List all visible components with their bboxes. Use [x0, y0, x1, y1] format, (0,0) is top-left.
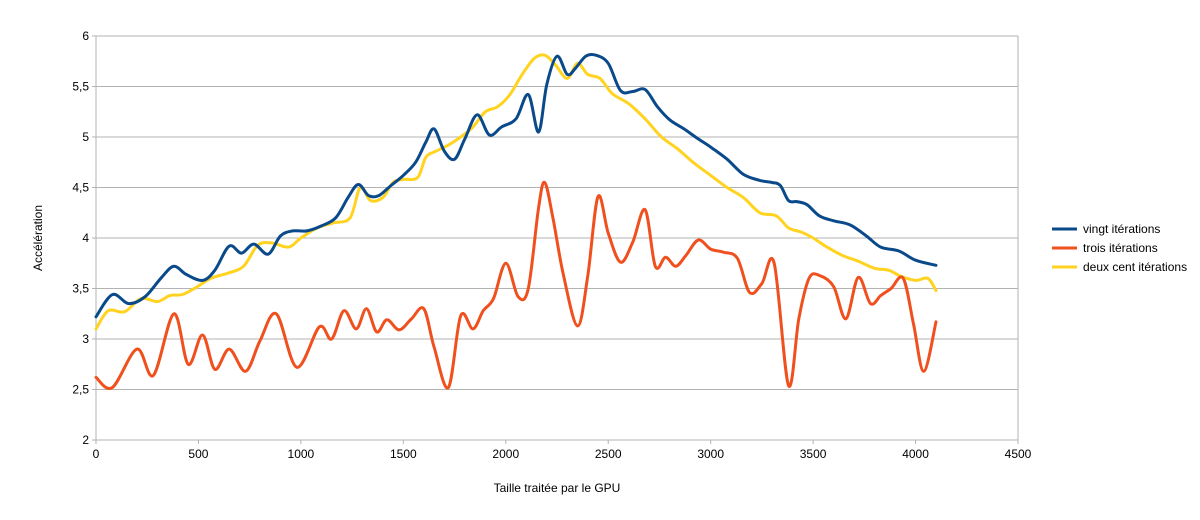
x-tick-label-4: 2000	[492, 447, 519, 461]
legend-label-1: trois itérations	[1083, 241, 1158, 255]
x-tick-label-0: 0	[93, 447, 100, 461]
y-tick-label-3: 3,5	[72, 282, 89, 296]
y-axis-label: Accélération	[31, 205, 45, 271]
x-tick-label-7: 3500	[800, 447, 827, 461]
y-tick-label-2: 3	[82, 332, 89, 346]
series-line-2	[94, 53, 938, 331]
series-line-1	[94, 180, 938, 390]
y-tick-label-0: 2	[82, 433, 89, 447]
x-tick-label-1: 500	[188, 447, 208, 461]
y-tick-label-8: 6	[82, 29, 89, 43]
x-axis-label: Taille traitée par le GPU	[494, 481, 621, 495]
y-axis-ticks: 2 2,5 3 3,5 4 4,5 5 5,5 6	[72, 29, 96, 447]
x-tick-label-8: 4000	[902, 447, 929, 461]
series-line-0	[94, 52, 938, 319]
y-tick-label-1: 2,5	[72, 383, 89, 397]
legend: vingt itérations trois itérations deux cen…	[1052, 222, 1187, 274]
x-tick-label-5: 2500	[595, 447, 622, 461]
y-tick-label-6: 5	[82, 130, 89, 144]
y-tick-label-5: 4,5	[72, 181, 89, 195]
legend-label-0: vingt itérations	[1083, 222, 1160, 236]
x-axis-ticks: 0 500 1000 1500 2000 2500 3000 3500 4000 4500	[93, 440, 1032, 461]
x-tick-label-6: 3000	[697, 447, 724, 461]
series-layer	[94, 52, 938, 390]
x-tick-label-9: 4500	[1005, 447, 1032, 461]
x-tick-label-2: 1000	[288, 447, 315, 461]
y-tick-label-4: 4	[82, 231, 89, 245]
x-tick-label-3: 1500	[390, 447, 417, 461]
y-tick-label-7: 5,5	[72, 80, 89, 94]
legend-label-2: deux cent itérations	[1083, 260, 1187, 274]
